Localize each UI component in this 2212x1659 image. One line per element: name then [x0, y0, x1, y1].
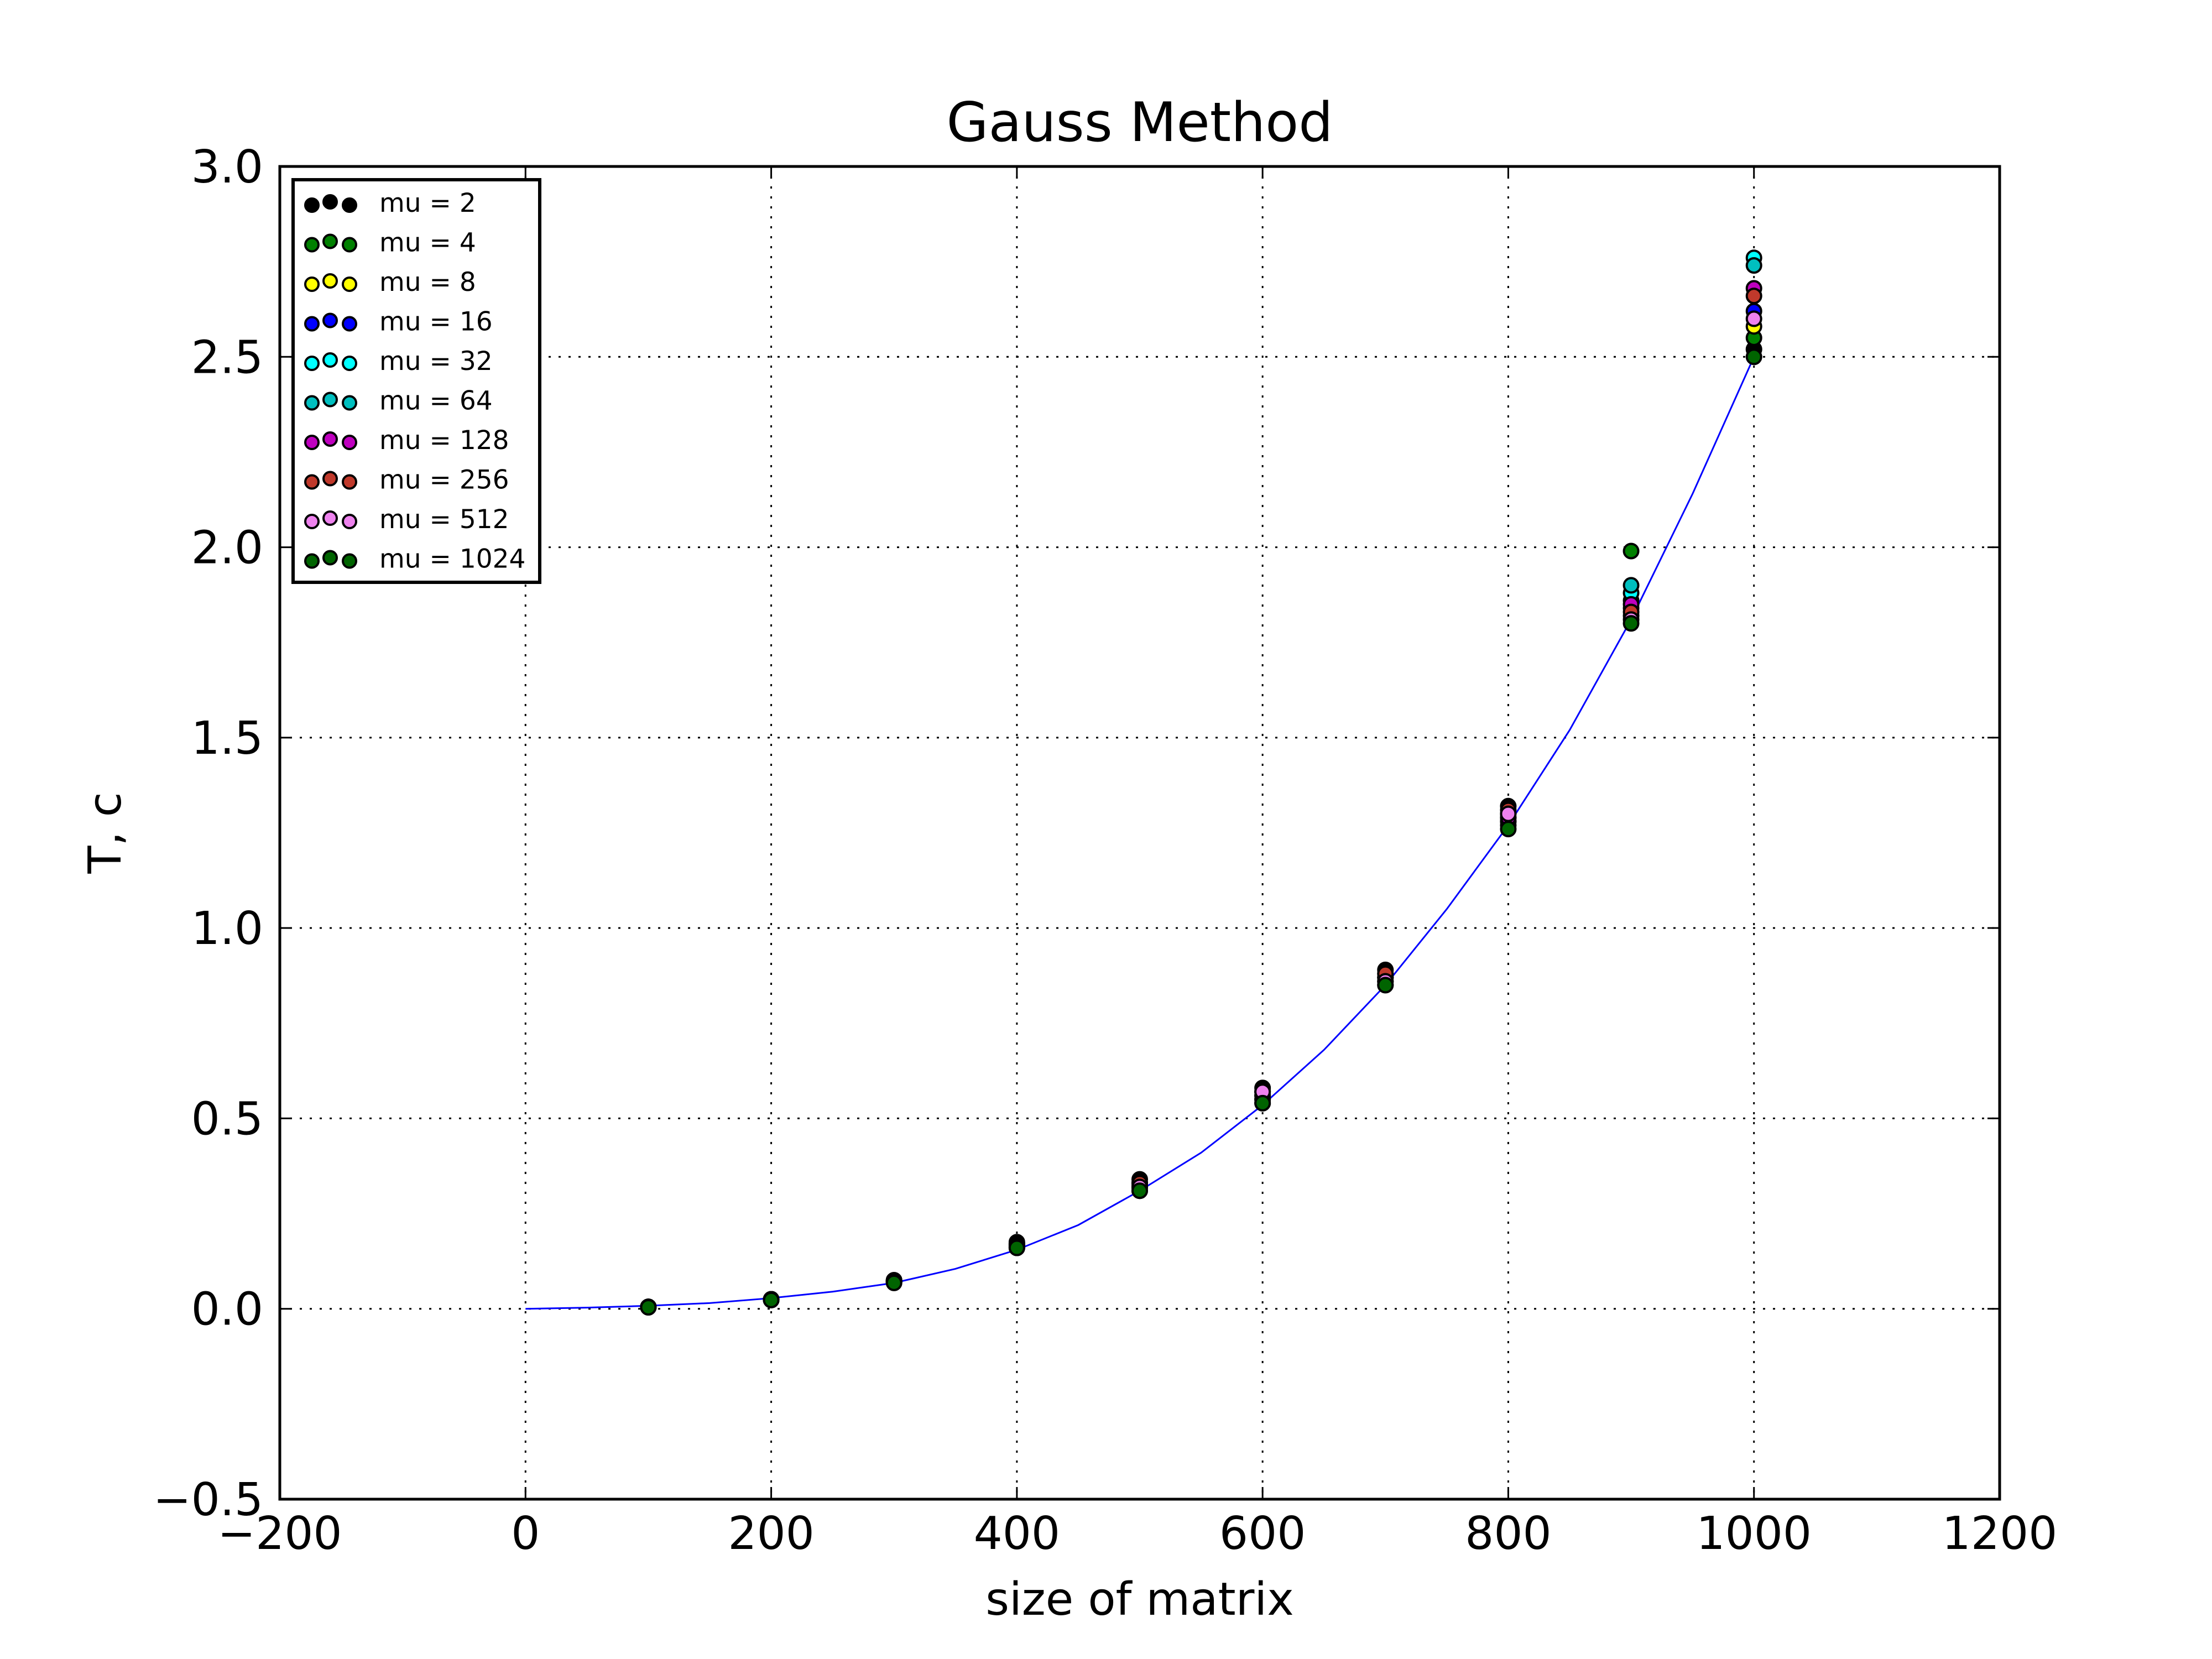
- y-axis-label: T, c: [79, 792, 132, 874]
- legend-marker: [342, 276, 357, 292]
- legend-marker: [322, 233, 338, 249]
- y-tick-label: 2.5: [191, 331, 263, 384]
- legend-label: mu = 16: [379, 307, 493, 337]
- legend-marker: [342, 197, 357, 213]
- legend-marker: [342, 553, 357, 569]
- plot-frame: [278, 165, 2001, 1501]
- legend-label: mu = 128: [379, 425, 509, 456]
- x-tick-label: 0: [511, 1507, 540, 1560]
- legend-label: mu = 4: [379, 228, 476, 258]
- legend-marker: [342, 356, 357, 371]
- data-point: [1745, 257, 1762, 274]
- data-point: [1131, 1182, 1148, 1199]
- y-tick-label: 0.5: [191, 1093, 263, 1145]
- data-point: [1377, 977, 1394, 994]
- data-point: [1623, 615, 1640, 632]
- y-tick-label: 0.0: [191, 1284, 263, 1336]
- data-point: [1623, 577, 1640, 594]
- legend-marker: [304, 197, 320, 213]
- x-tick-label: 1200: [1942, 1507, 2058, 1560]
- legend-marker: [322, 194, 338, 210]
- legend-marker: [322, 510, 338, 526]
- x-tick-label: 800: [1465, 1507, 1552, 1560]
- x-tick-label: 400: [974, 1507, 1061, 1560]
- legend-label: mu = 64: [379, 386, 493, 416]
- x-axis-label: size of matrix: [985, 1573, 1293, 1626]
- legend-marker: [342, 237, 357, 253]
- legend-marker: [342, 395, 357, 411]
- y-tick-label: 1.0: [191, 902, 263, 955]
- x-tick-label: 1000: [1696, 1507, 1812, 1560]
- legend-label: mu = 256: [379, 465, 509, 495]
- legend-marker: [342, 514, 357, 529]
- legend-marker: [304, 474, 320, 490]
- y-tick-label: 1.5: [191, 712, 263, 765]
- data-point: [885, 1274, 902, 1291]
- y-tick-label: 3.0: [191, 141, 263, 194]
- data-point: [763, 1291, 780, 1308]
- legend-marker: [304, 395, 320, 411]
- legend-label: mu = 32: [379, 346, 493, 377]
- legend-marker: [342, 435, 357, 450]
- legend-label: mu = 512: [379, 504, 509, 535]
- legend-marker: [322, 392, 338, 408]
- legend-marker: [322, 471, 338, 487]
- data-point: [640, 1298, 657, 1316]
- legend-marker: [322, 273, 338, 289]
- data-point: [1500, 805, 1517, 822]
- legend: mu = 2 mu = 4 mu = 8 mu = 16 mu = 32 mu = 64 m…: [291, 178, 541, 584]
- x-tick-label: −200: [217, 1507, 342, 1560]
- data-point: [1745, 310, 1762, 327]
- legend-label: mu = 2: [379, 188, 476, 218]
- legend-marker: [322, 431, 338, 447]
- legend-label: mu = 8: [379, 267, 476, 298]
- y-tick-label: −0.5: [153, 1474, 263, 1526]
- data-point: [1254, 1094, 1271, 1112]
- legend-marker: [304, 435, 320, 450]
- legend-marker: [304, 553, 320, 569]
- data-point: [1745, 288, 1762, 305]
- legend-marker: [304, 316, 320, 332]
- legend-marker: [322, 312, 338, 328]
- tick-labels: −200 0 200 400 600 800 1000 1200 −0.5 0.0 0.5 1.0 1.…: [153, 141, 2057, 1560]
- x-tick-label: 600: [1219, 1507, 1306, 1560]
- legend-marker: [304, 276, 320, 292]
- legend-marker: [342, 474, 357, 490]
- legend-marker: [304, 237, 320, 253]
- chart-title: Gauss Method: [947, 91, 1333, 154]
- legend-label: mu = 1024: [379, 544, 525, 575]
- data-point: [1745, 348, 1762, 366]
- data-point: [1008, 1239, 1025, 1256]
- axis-ticks: [279, 165, 2001, 1500]
- plot-area: [280, 166, 2000, 1499]
- data-point: [1623, 542, 1640, 560]
- legend-marker: [322, 550, 338, 566]
- legend-marker: [304, 514, 320, 529]
- data-point: [1500, 821, 1517, 838]
- legend-marker: [322, 352, 338, 368]
- scatter-points: [640, 249, 1762, 1316]
- legend-marker: [342, 316, 357, 332]
- x-tick-label: 200: [728, 1507, 815, 1560]
- y-tick-label: 2.0: [191, 522, 263, 575]
- legend-marker: [304, 356, 320, 371]
